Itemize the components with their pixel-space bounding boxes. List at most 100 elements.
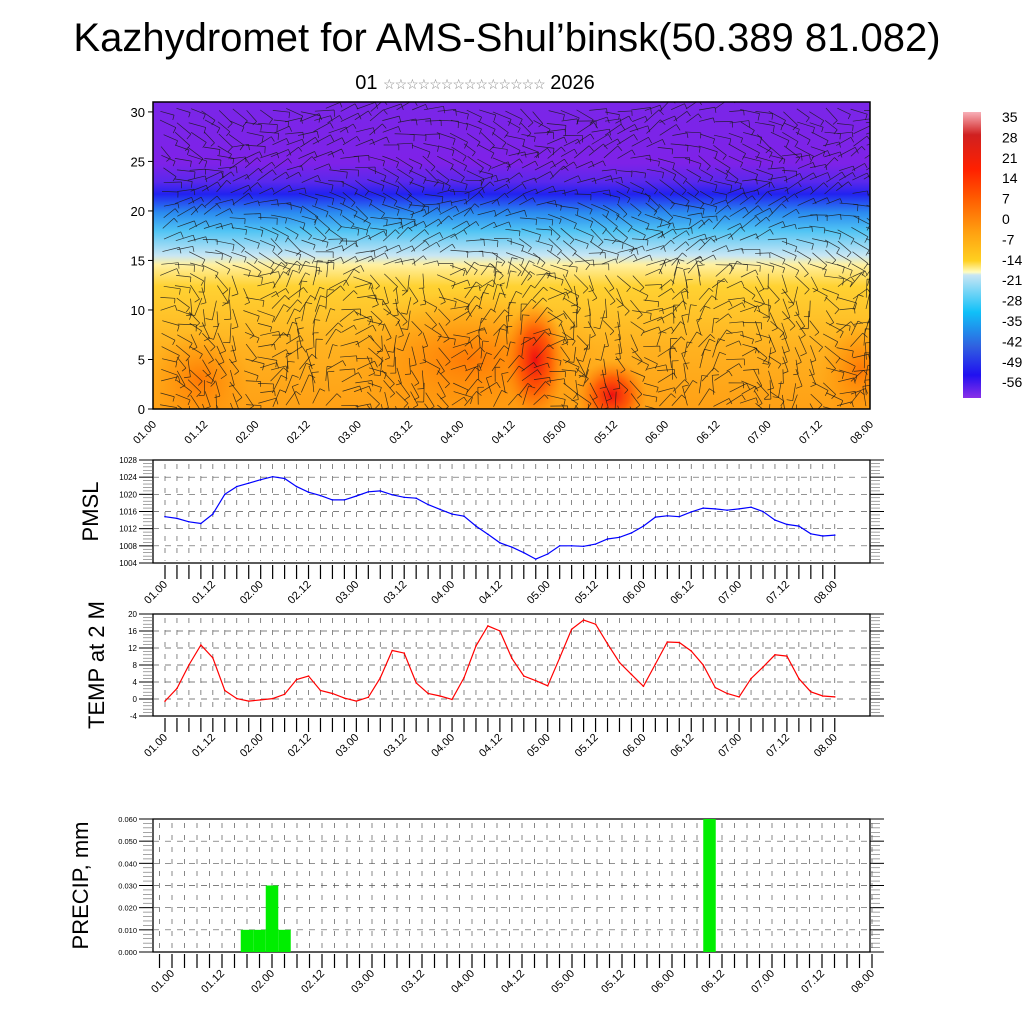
wind-barb [162,191,179,193]
x-tick-label: 01.12 [190,732,218,760]
wind-barb [229,120,245,128]
wind-barb [615,227,628,239]
wind-barb-flag [218,149,221,156]
wind-barb [370,217,388,220]
wind-barb-flag [508,221,512,228]
wind-barb [465,304,477,321]
wind-barb-flag [842,266,845,274]
wind-barb [161,368,178,376]
data-point [212,656,214,659]
wind-barb-flag [192,246,195,252]
wind-barb-flag [427,151,431,159]
wind-barb [232,238,245,249]
wind-barb [232,264,251,271]
wind-barb [563,297,581,309]
wind-barb [837,123,854,126]
wind-barb-flag [500,282,505,285]
wind-barb [657,147,673,150]
wind-barb [382,229,396,242]
wind-barb [301,302,306,322]
wind-barb [533,381,546,396]
wind-barb-flag [519,172,523,178]
wind-barb [534,272,547,288]
wind-barb [726,394,743,405]
wind-barb [754,391,763,404]
precip-bar [703,819,716,952]
wind-barb [521,362,534,372]
wind-barb [188,154,207,162]
wind-barb-flag [849,270,853,276]
x-tick-label: 08.00 [812,732,840,760]
wind-barb-flag [450,164,454,171]
wind-barb [729,260,738,275]
wind-barb [756,143,773,153]
wind-barb-flag [710,176,714,182]
wind-barb-flag [682,178,687,184]
wind-barb-flag [687,341,693,344]
wind-barb-flag [386,219,388,226]
wind-barb [767,285,780,300]
wind-barb [576,109,594,120]
wind-barb [631,227,646,236]
wind-barb-flag [369,200,373,207]
wind-barb [617,110,632,113]
data-point [822,695,824,697]
wind-barb-flag [207,337,214,340]
wind-barb [232,192,249,205]
wind-barb [383,323,392,339]
wind-barb [711,318,715,334]
wind-barb-flag [847,114,851,120]
wind-barb-flag [331,151,335,158]
y-axis-title: TEMP at 2 M [84,601,109,729]
wind-barb-flag [648,195,651,203]
data-point [774,654,776,656]
data-point [523,675,525,677]
wind-barb [600,403,604,409]
wind-barb-flag [846,252,852,258]
wind-barb-flag [270,262,275,268]
wind-barb-flag [769,421,775,423]
wind-barb [742,299,757,308]
wind-barb-flag [617,145,623,151]
wind-barb [533,120,551,130]
wind-barb-flag [475,281,482,287]
wind-barb [342,242,356,251]
data-point [343,697,346,699]
wind-barb-flag [602,160,606,167]
wind-barb [339,355,357,358]
wind-barb [383,168,399,178]
wind-barb [327,148,342,156]
wind-barb [411,383,420,398]
wind-barb [836,323,851,327]
wind-barb [672,168,687,180]
wind-barb [436,393,449,407]
x-tick-label: 05.12 [592,419,620,447]
wind-barb-flag [186,149,190,155]
wind-barb-flag [795,157,801,164]
wind-barb-flag [216,195,221,201]
wind-barb-flag [478,192,484,198]
wind-barb-flag [389,393,395,398]
wind-barb [507,120,521,129]
wind-barb-flag [354,189,358,196]
wind-barb-flag [219,422,225,425]
wind-barb-flag [538,123,543,128]
wind-barb-flag [341,148,345,154]
y-tick-label: 0.020 [118,904,137,913]
wind-barb [698,388,710,406]
wind-barb [449,267,465,276]
data-point [714,508,716,510]
wind-barb-flag [831,368,836,373]
wind-barb-flag [660,119,666,125]
wind-barb-flag [305,302,313,305]
wind-barb [174,285,191,289]
wind-barb [450,305,469,310]
wind-barb [712,199,727,206]
wind-barb-flag [692,380,698,384]
wind-barb [604,298,608,318]
wind-barb [451,199,466,203]
wind-barb-flag [314,151,318,158]
wind-barb [646,364,667,370]
wind-barb [577,122,595,134]
wind-barb [245,343,257,359]
